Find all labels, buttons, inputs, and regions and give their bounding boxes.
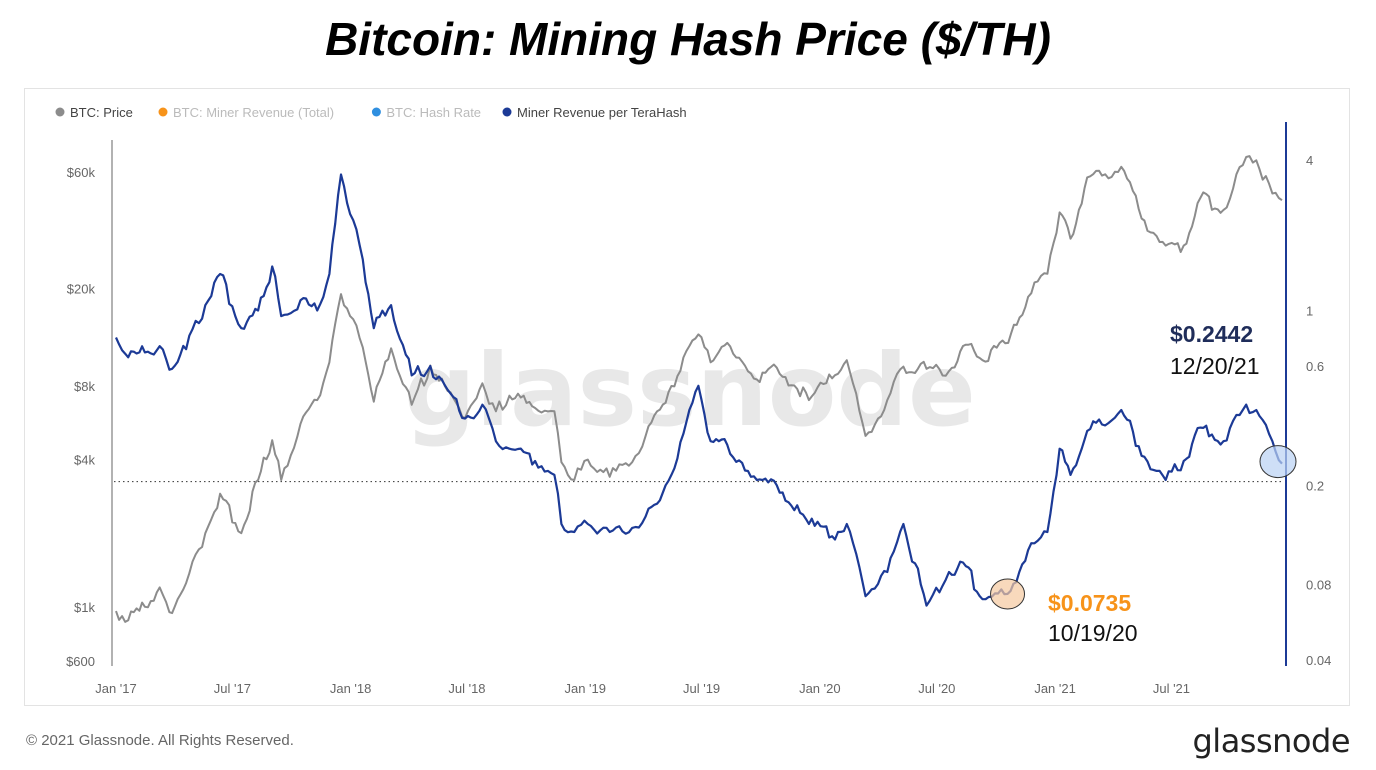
right-tick-label: 0.6 [1306, 359, 1324, 374]
x-tick-label: Jul '21 [1153, 681, 1190, 696]
page-title: Bitcoin: Mining Hash Price ($/TH) [325, 13, 1051, 65]
annotation-layer: $0.0735 10/19/20 $0.2442 12/20/21 [990, 321, 1297, 646]
legend-marker-3 [502, 107, 512, 117]
low-point-highlight [990, 578, 1026, 610]
right-tick-label: 0.04 [1306, 653, 1331, 668]
right-tick-label: 0.2 [1306, 478, 1324, 493]
low-value-label: $0.0735 [1048, 590, 1131, 616]
x-tick-label: Jul '19 [683, 681, 720, 696]
x-tick-label: Jul '20 [918, 681, 955, 696]
current-value-label: $0.2442 [1170, 321, 1253, 347]
left-tick-label: $4k [74, 453, 95, 468]
right-axis: 0.04 0.08 0.2 0.6 1 4 [1285, 122, 1331, 668]
left-tick-label: $60k [67, 165, 96, 180]
low-date-label: 10/19/20 [1048, 620, 1138, 646]
x-tick-label: Jan '18 [330, 681, 372, 696]
legend-label-1: BTC: Miner Revenue (Total) [173, 105, 334, 120]
current-date-label: 12/20/21 [1170, 353, 1260, 379]
legend-marker-2 [371, 107, 381, 117]
legend-label-3: Miner Revenue per TeraHash [517, 105, 687, 120]
x-tick-label: Jan '20 [799, 681, 841, 696]
x-tick-label: Jan '17 [95, 681, 137, 696]
legend-label-2: BTC: Hash Rate [386, 105, 481, 120]
current-point-highlight [1259, 445, 1297, 479]
x-tick-label: Jul '17 [214, 681, 251, 696]
left-axis: $600 $1k $4k $8k $20k $60k [66, 140, 113, 669]
left-tick-label: $1k [74, 600, 95, 615]
x-tick-label: Jan '21 [1034, 681, 1076, 696]
chart-legend: BTC: Price BTC: Miner Revenue (Total) BTC:… [55, 105, 687, 120]
brand-logo: glassnode [1192, 722, 1350, 760]
left-tick-label: $8k [74, 379, 95, 394]
x-axis: Jan '17 Jul '17 Jan '18 Jul '18 Jan '19 Jul '… [95, 681, 1190, 696]
right-tick-label: 1 [1306, 304, 1313, 319]
legend-marker-1 [158, 107, 168, 117]
right-tick-label: 4 [1306, 153, 1313, 168]
hash-price-chart: glassnode BTC: Price BTC: Miner Revenue (… [55, 105, 1331, 696]
series-layer [114, 155, 1284, 623]
legend-marker-0 [55, 107, 65, 117]
left-tick-label: $20k [67, 282, 96, 297]
right-tick-label: 0.08 [1306, 578, 1331, 593]
x-tick-label: Jan '19 [564, 681, 606, 696]
btc-price-line [115, 155, 1283, 623]
chart-frame [24, 88, 1350, 706]
left-tick-label: $600 [66, 654, 95, 669]
watermark: glassnode [404, 332, 976, 449]
hash-price-line [114, 173, 1283, 607]
x-tick-label: Jul '18 [448, 681, 485, 696]
legend-label-0: BTC: Price [70, 105, 133, 120]
copyright-text: © 2021 Glassnode. All Rights Reserved. [26, 732, 294, 749]
